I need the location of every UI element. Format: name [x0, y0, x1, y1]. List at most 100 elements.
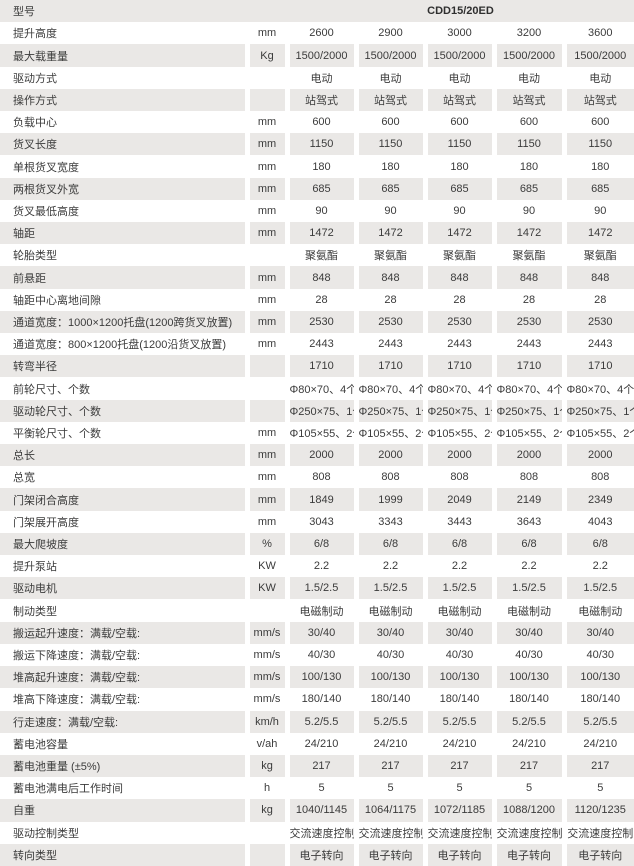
row-value: 848 [564, 266, 634, 289]
row-value: 24/210 [356, 732, 428, 755]
row-value: 电子转向 [425, 843, 497, 866]
row-unit: mm/s [247, 621, 290, 644]
row-unit: mm [247, 444, 290, 467]
row-unit [247, 843, 290, 866]
row-value: 5.2/5.5 [356, 710, 428, 733]
table-row: 前悬距 mm 848 848 848 848 848 [0, 266, 634, 289]
row-unit: mm [247, 111, 290, 134]
row-unit [247, 821, 290, 844]
row-value: 电磁制动 [287, 599, 359, 622]
row-label: 蓄电池重量 (±5%) [0, 754, 250, 778]
table-row: 最大载重量 Kg 1500/2000 1500/2000 1500/2000 1… [0, 44, 634, 67]
row-value: 1472 [356, 222, 428, 245]
row-value: 3043 [287, 510, 359, 533]
row-value: 2443 [425, 333, 497, 356]
row-value: 180/140 [356, 688, 428, 711]
row-value: 1150 [494, 133, 567, 156]
row-value: 848 [356, 266, 428, 289]
row-value: 600 [356, 111, 428, 134]
row-unit [247, 377, 290, 400]
table-row: 搬运起升速度：满载/空载: mm/s 30/40 30/40 30/40 30/… [0, 621, 634, 644]
row-label: 最大爬坡度 [0, 532, 250, 556]
row-unit: mm [247, 288, 290, 311]
table-row: 堆高下降速度：满载/空载: mm/s 180/140 180/140 180/1… [0, 688, 634, 711]
row-value: 808 [356, 466, 428, 489]
row-unit: KW [247, 577, 290, 600]
row-value: 848 [287, 266, 359, 289]
row-value: 2000 [287, 444, 359, 467]
row-value: 24/210 [564, 732, 634, 755]
row-value: 217 [425, 754, 497, 778]
model-row-label: 型号 [13, 6, 35, 19]
table-row: 蓄电池容量 v/ah 24/210 24/210 24/210 24/210 2… [0, 732, 634, 755]
row-value: 180/140 [564, 688, 634, 711]
row-value: 685 [564, 177, 634, 200]
row-value: 685 [287, 177, 359, 200]
row-value: 聚氨酯 [564, 244, 634, 267]
row-value: 5.2/5.5 [564, 710, 634, 733]
row-value: 685 [356, 177, 428, 200]
row-value: 2443 [564, 333, 634, 356]
row-value: 2530 [494, 310, 567, 334]
row-value: 6/8 [564, 532, 634, 556]
row-value: 180/140 [287, 688, 359, 711]
row-value: Φ80×70、4个 [287, 377, 359, 400]
row-value: 电子转向 [494, 843, 567, 866]
row-unit [247, 66, 290, 89]
model-header-cell: 型号 CDD15/20ED [0, 0, 634, 23]
row-value: 站驾式 [425, 88, 497, 112]
row-value: 3643 [494, 510, 567, 533]
row-label: 负载中心 [0, 111, 250, 134]
row-value: 1500/2000 [564, 44, 634, 67]
row-unit: kg [247, 754, 290, 778]
row-value: 电动 [356, 66, 428, 89]
row-value: 30/40 [494, 621, 567, 644]
row-value: 28 [287, 288, 359, 311]
row-value: 40/30 [494, 643, 567, 667]
table-row: 货叉最低高度 mm 90 90 90 90 90 [0, 199, 634, 223]
row-value: 600 [494, 111, 567, 134]
row-value: 30/40 [356, 621, 428, 644]
row-value: Φ250×75、1个 [564, 399, 634, 422]
row-value: 3443 [425, 510, 497, 533]
table-row: 总长 mm 2000 2000 2000 2000 2000 [0, 444, 634, 467]
table-row: 单根货叉宽度 mm 180 180 180 180 180 [0, 155, 634, 178]
row-value: 6/8 [287, 532, 359, 556]
row-value: Φ105×55、2个 [564, 421, 634, 445]
row-label: 搬运起升速度：满载/空载: [0, 621, 250, 644]
row-value: 2000 [564, 444, 634, 467]
row-value: 100/130 [287, 666, 359, 689]
row-unit: mm/s [247, 643, 290, 667]
row-value: Φ80×70、4个 [425, 377, 497, 400]
row-value: Φ80×70、4个 [494, 377, 567, 400]
row-value: 站驾式 [287, 88, 359, 112]
row-value: 1.5/2.5 [494, 577, 567, 600]
row-label: 行走速度：满载/空载: [0, 710, 250, 733]
row-value: 217 [356, 754, 428, 778]
row-label: 驱动控制类型 [0, 821, 250, 844]
row-value: 100/130 [425, 666, 497, 689]
table-row: 蓄电池重量 (±5%) kg 217 217 217 217 217 [0, 754, 634, 778]
row-value: 100/130 [564, 666, 634, 689]
row-value: 1710 [287, 355, 359, 378]
row-value: 90 [356, 199, 428, 223]
row-unit: mm [247, 222, 290, 245]
row-value: 24/210 [425, 732, 497, 755]
row-value: Φ250×75、1个 [425, 399, 497, 422]
table-row: 提升泵站 KW 2.2 2.2 2.2 2.2 2.2 [0, 555, 634, 578]
row-value: 217 [494, 754, 567, 778]
row-value: 5.2/5.5 [287, 710, 359, 733]
row-label: 门架闭合高度 [0, 488, 250, 511]
row-value: 6/8 [356, 532, 428, 556]
row-value: 1150 [356, 133, 428, 156]
row-value: 28 [494, 288, 567, 311]
table-row: 轴距中心离地间隙 mm 28 28 28 28 28 [0, 288, 634, 311]
row-value: 600 [287, 111, 359, 134]
row-value: 90 [287, 199, 359, 223]
row-value: 30/40 [564, 621, 634, 644]
row-unit: mm [247, 199, 290, 223]
row-label: 操作方式 [0, 88, 250, 112]
row-value: 180/140 [494, 688, 567, 711]
row-value: 40/30 [425, 643, 497, 667]
table-row: 提升高度 mm 2600 2900 3000 3200 3600 [0, 22, 634, 45]
